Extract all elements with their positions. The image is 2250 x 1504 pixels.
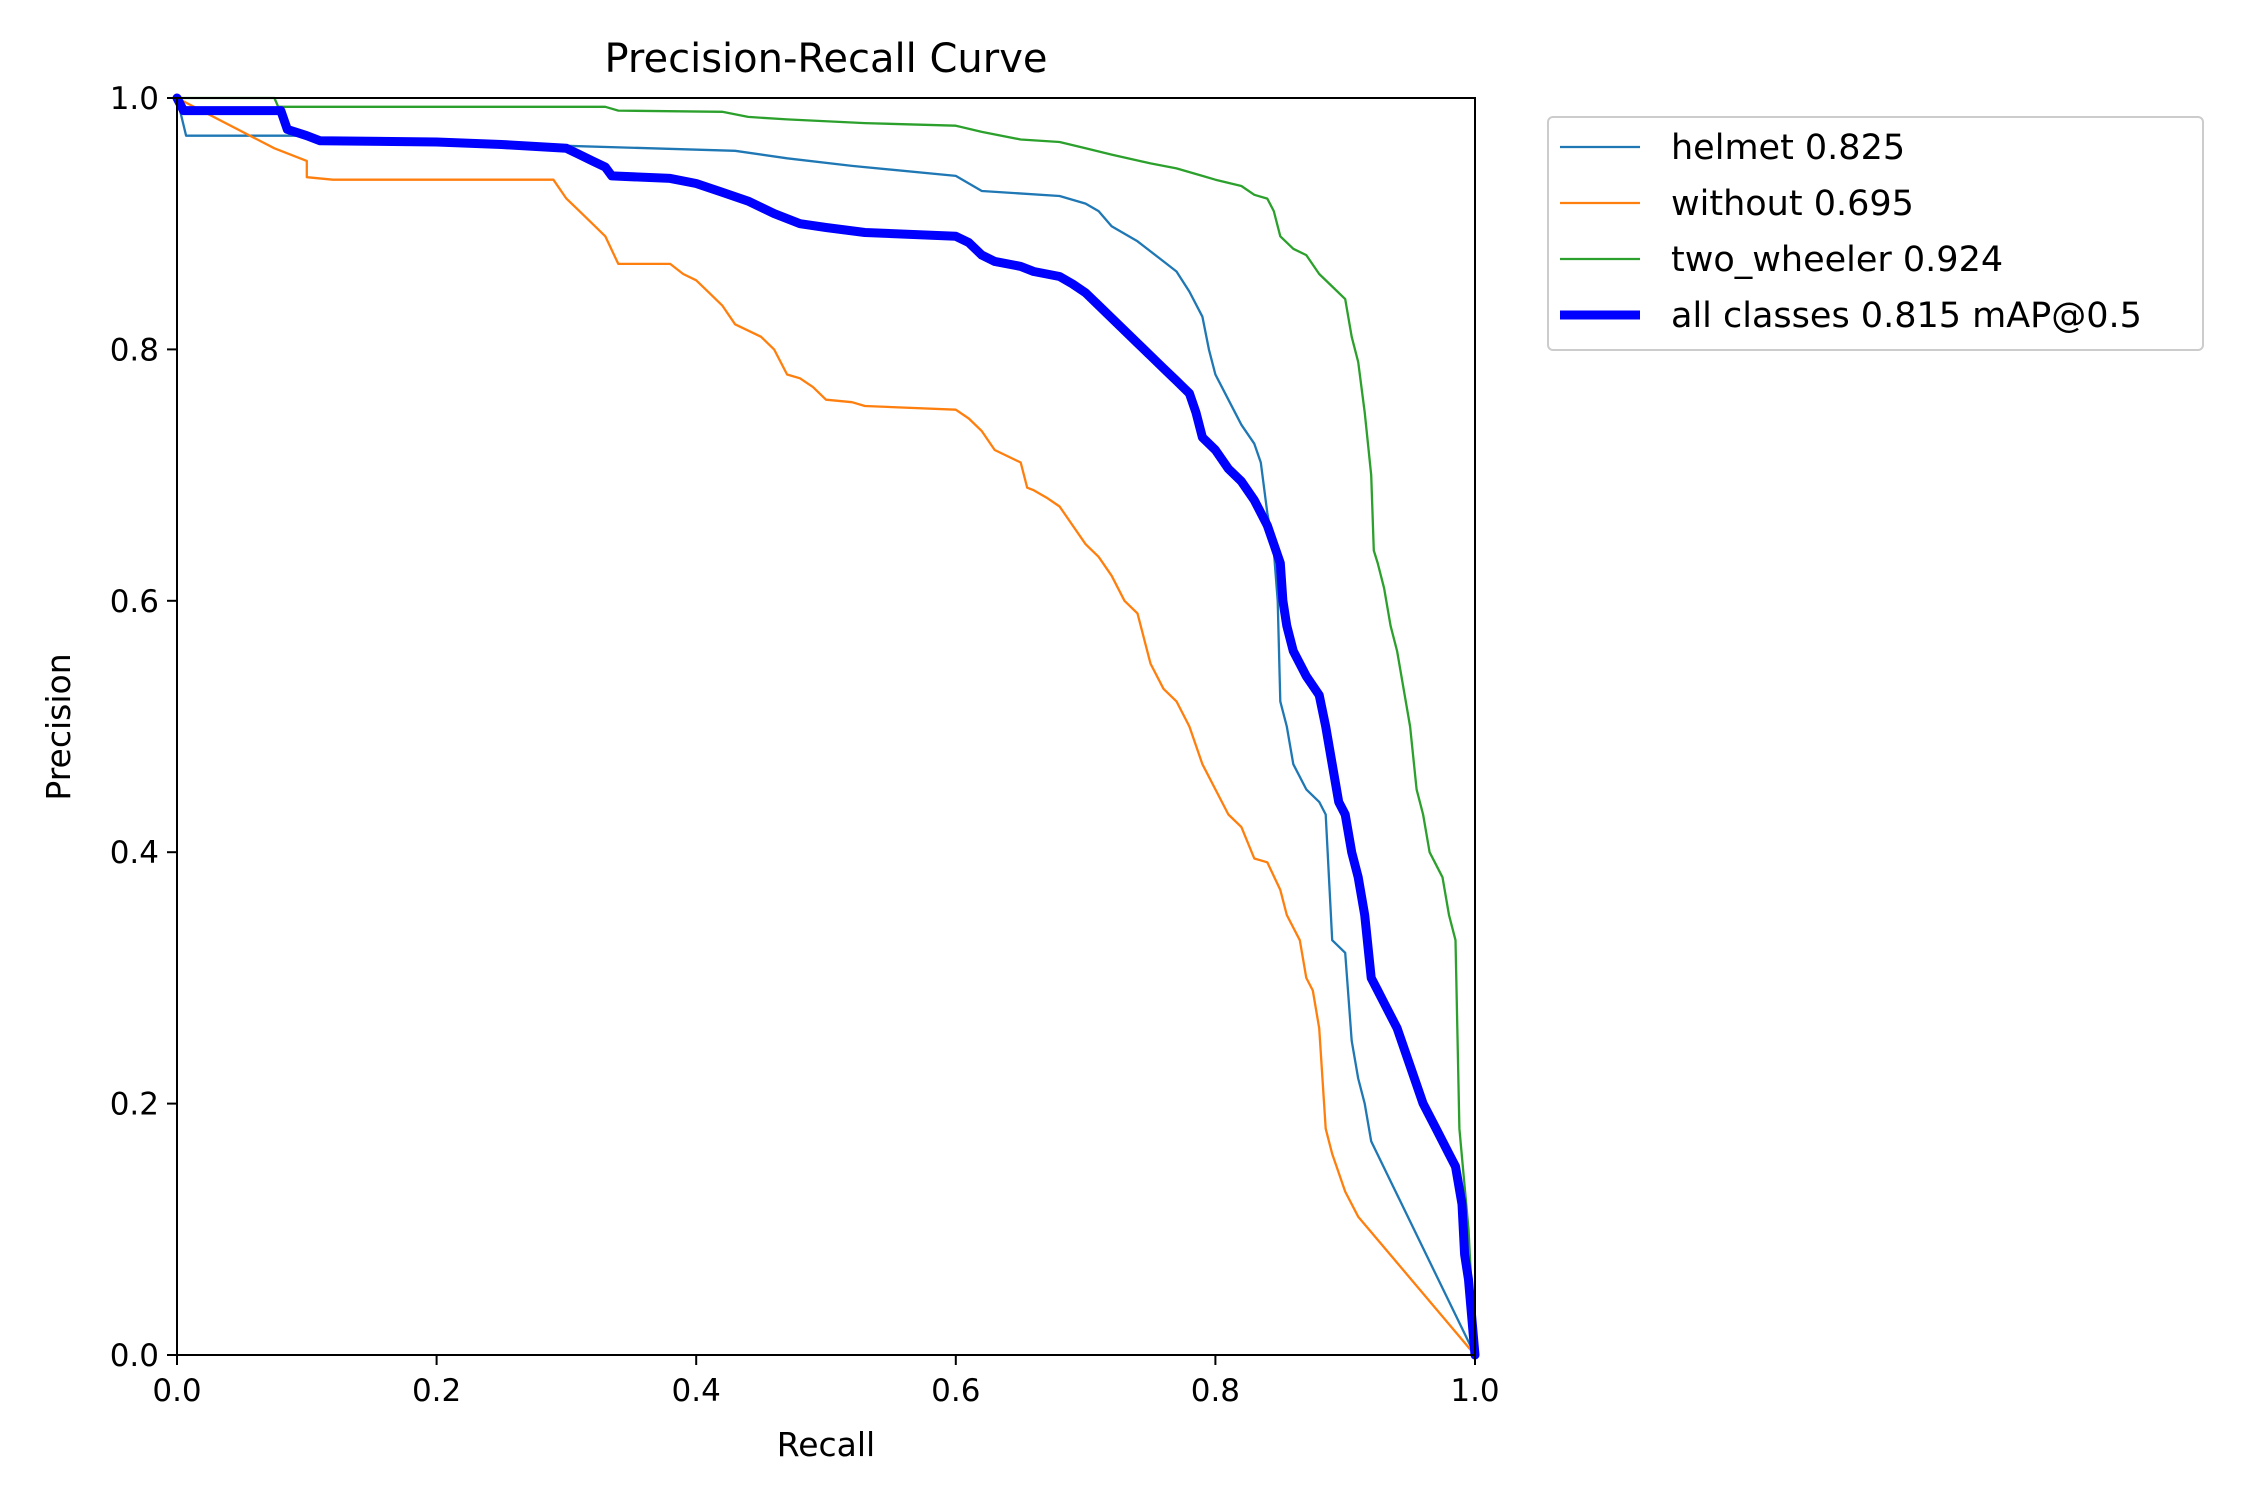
series-line-3: [172, 93, 1480, 1360]
legend: helmet 0.825 without 0.695 two_wheeler 0.9…: [1547, 116, 2204, 351]
legend-box: [1547, 116, 2204, 351]
plot-frame: [176, 97, 1476, 1356]
y-axis-ticks: 0.0 0.2 0.4 0.6 0.8 1.0: [110, 81, 177, 1374]
x-axis-ticks: 0.0 0.2 0.4 0.6 0.8 1.0: [152, 1355, 1500, 1409]
legend-label-3: all classes 0.815 mAP@0.5: [1671, 296, 2142, 336]
x-tick-label: 0.8: [1191, 1373, 1240, 1409]
y-tick-label: 0.6: [110, 584, 159, 620]
y-tick-label: 0.2: [110, 1087, 159, 1123]
series-layer: [172, 93, 1480, 1360]
legend-label-2: two_wheeler 0.924: [1671, 240, 2003, 280]
x-tick-label: 0.4: [672, 1373, 721, 1409]
y-tick-label: 0.4: [110, 835, 159, 871]
x-axis-label: Recall: [777, 1425, 875, 1464]
series-line-2: [175, 96, 1477, 1357]
x-tick-label: 0.0: [152, 1373, 201, 1409]
y-tick-label: 0.0: [110, 1338, 159, 1374]
x-tick-label: 0.2: [412, 1373, 461, 1409]
y-tick-label: 1.0: [110, 81, 159, 117]
x-tick-label: 0.6: [931, 1373, 980, 1409]
series-line-1: [175, 96, 1477, 1357]
legend-label-1: without 0.695: [1671, 184, 1914, 224]
series-line-0: [175, 96, 1477, 1357]
legend-label-0: helmet 0.825: [1671, 128, 1905, 168]
y-axis-label: Precision: [39, 653, 78, 800]
x-tick-label: 1.0: [1450, 1373, 1499, 1409]
chart-title: Precision-Recall Curve: [605, 36, 1048, 82]
y-tick-label: 0.8: [110, 332, 159, 368]
legend-items: helmet 0.825 without 0.695 two_wheeler 0.9…: [1560, 128, 2142, 336]
